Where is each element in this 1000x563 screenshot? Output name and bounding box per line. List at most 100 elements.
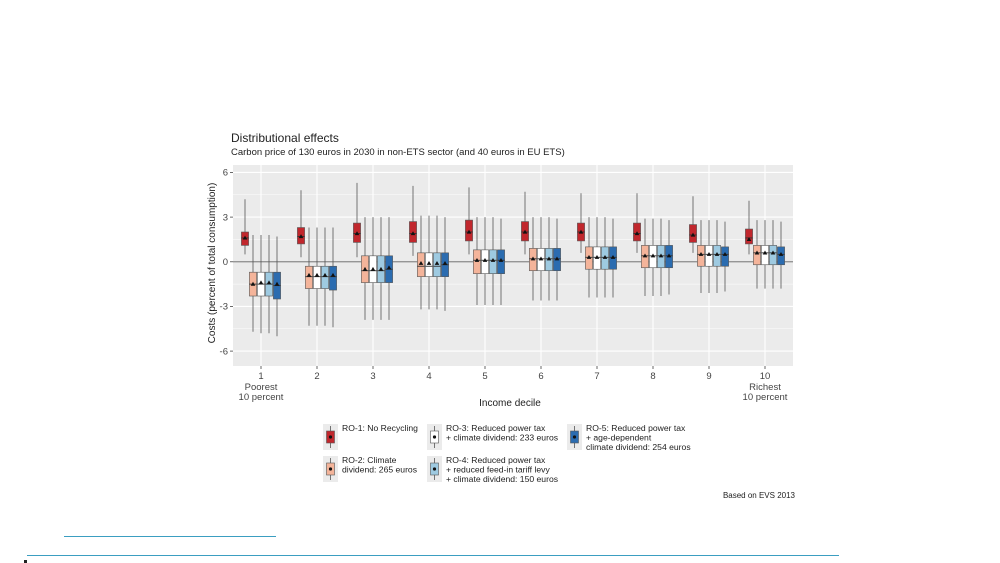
box-iqr	[321, 265, 329, 289]
box-ro-5-decile-1	[273, 236, 281, 337]
box-ro-5-decile-10	[777, 221, 785, 289]
box-mean-marker	[610, 255, 616, 259]
legend-label-ro-2: dividend: 265 euros	[342, 465, 417, 475]
box-ro-4-decile-5	[489, 217, 497, 305]
x-tick-label: 6	[538, 371, 543, 382]
box-ro-4-decile-3	[377, 217, 385, 320]
box-mean-marker	[434, 260, 440, 265]
box-ro-2-decile-10	[753, 220, 761, 289]
box-mean-marker	[250, 281, 256, 286]
box-mean-marker	[330, 272, 336, 277]
box-ro-3-decile-8	[649, 218, 657, 297]
box-ro-1-decile-10	[745, 200, 753, 255]
box-iqr	[721, 246, 729, 267]
box-mean-marker	[306, 272, 312, 277]
box-iqr	[305, 265, 313, 289]
chart-subtitle: Carbon price of 130 euros in 2030 in non…	[231, 147, 565, 158]
box-ro-1-decile-9	[689, 196, 697, 253]
box-mean-marker	[426, 260, 432, 265]
box-mean-marker	[522, 229, 528, 234]
box-mean-marker	[418, 260, 424, 265]
box-mean-marker	[658, 253, 664, 258]
x-axis-label: Income decile	[479, 398, 541, 409]
legend-label-ro-5: + age-dependent	[586, 433, 652, 443]
box-mean-marker	[546, 256, 552, 261]
x-tick-label: 3	[370, 371, 375, 382]
box-mean-marker	[378, 266, 384, 271]
legend-key-ro-1	[323, 424, 338, 450]
legend-label-ro-1: RO-1: No Recycling	[342, 423, 418, 433]
box-ro-4-decile-10	[769, 220, 777, 289]
legend-key-ro-5	[567, 424, 582, 450]
chart-title: Distributional effects	[231, 131, 339, 145]
box-ro-2-decile-6	[529, 217, 537, 301]
legend-key-mean	[432, 435, 437, 439]
box-mean-marker	[722, 252, 728, 256]
x-tick-sublabel: Richest	[749, 382, 781, 393]
x-tick-label: 7	[594, 371, 599, 382]
box-ro-4-decile-8	[657, 218, 665, 297]
box-iqr	[753, 245, 761, 266]
box-mean-marker	[698, 252, 704, 256]
box-ro-2-decile-1	[249, 234, 257, 332]
box-mean-marker	[650, 253, 656, 258]
legend-label-ro-4: + reduced feed-in tariff levy	[446, 465, 550, 475]
y-tick-label: -6	[220, 346, 228, 357]
box-mean-marker	[714, 252, 720, 256]
box-ro-4-decile-6	[545, 217, 553, 301]
legend-box	[315, 417, 745, 483]
source-note: Based on EVS 2013	[723, 491, 796, 500]
boxplot-chart: Distributional effects Carbon price of 1…	[205, 128, 803, 508]
y-axis-label: Costs (percent of total consumption)	[207, 183, 218, 344]
box-ro-5-decile-4	[441, 217, 449, 311]
x-tick-label: 8	[650, 371, 655, 382]
box-mean-marker	[298, 234, 304, 239]
box-ro-1-decile-2	[297, 190, 305, 258]
box-mean-marker	[322, 272, 328, 277]
box-mean-marker	[498, 257, 504, 262]
box-ro-1-decile-1	[241, 199, 249, 255]
box-mean-marker	[266, 280, 272, 285]
box-ro-5-decile-2	[329, 227, 337, 328]
box-mean-marker	[530, 256, 536, 261]
box-ro-3-decile-10	[761, 220, 769, 289]
box-mean-marker	[586, 255, 592, 259]
box-ro-2-decile-4	[417, 215, 425, 310]
box-mean-marker	[354, 231, 360, 236]
legend-key-mean	[328, 467, 333, 471]
box-mean-marker	[594, 255, 600, 259]
x-tick-sublabel: 10 percent	[743, 392, 788, 403]
box-ro-4-decile-2	[321, 227, 329, 326]
x-tick-label: 2	[314, 371, 319, 382]
box-ro-1-decile-8	[633, 193, 641, 253]
legend-key-mean	[328, 435, 333, 439]
x-tick-label: 1	[258, 371, 263, 382]
box-ro-3-decile-3	[369, 217, 377, 320]
box-iqr	[745, 228, 753, 245]
box-mean-marker	[314, 272, 320, 277]
footer-divider	[27, 555, 839, 556]
box-mean-marker	[578, 229, 584, 234]
box-ro-1-decile-4	[409, 185, 417, 256]
legend-key-ro-2	[323, 456, 338, 482]
legend-label-ro-3: RO-3: Reduced power tax	[446, 423, 546, 433]
footer-marker	[24, 560, 27, 563]
box-mean-marker	[602, 255, 608, 259]
box-ro-1-decile-6	[521, 191, 529, 255]
y-tick-label: -3	[220, 302, 228, 313]
box-ro-3-decile-9	[705, 220, 713, 294]
box-ro-5-decile-9	[721, 221, 729, 292]
box-ro-5-decile-7	[609, 218, 617, 298]
x-tick-sublabel: Poorest	[245, 382, 278, 393]
x-tick-label: 10	[760, 371, 771, 382]
box-ro-2-decile-5	[473, 217, 481, 305]
box-mean-marker	[762, 250, 768, 255]
box-mean-marker	[778, 252, 784, 256]
box-mean-marker	[442, 260, 448, 265]
box-mean-marker	[466, 229, 472, 234]
legend-label-ro-4: + climate dividend: 150 euros	[446, 474, 558, 484]
legend-key-mean	[432, 467, 437, 471]
box-mean-marker	[770, 250, 776, 255]
box-ro-4-decile-4	[433, 215, 441, 310]
legend-label-ro-5: RO-5: Reduced power tax	[586, 423, 686, 433]
